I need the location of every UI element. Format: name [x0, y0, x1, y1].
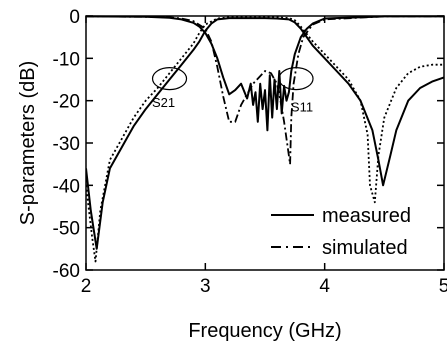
curves-layer	[86, 15, 444, 263]
y-tick-label: 0	[69, 7, 80, 28]
annotations-layer: S21 S11	[151, 67, 314, 114]
y-tick-label: -50	[53, 219, 80, 240]
x-tick-label: 2	[81, 276, 92, 297]
annotation-ellipse-s11	[278, 67, 314, 91]
y-tick-label: -20	[53, 92, 80, 113]
series-line-s21-dotted	[86, 16, 444, 263]
legend-label-measured: measured	[322, 205, 411, 227]
x-tick-label: 4	[319, 276, 330, 297]
tick-labels-layer: 2 3 4 5 0 -10 -20 -30 -40 -50 -60	[53, 7, 447, 297]
annotation-ellipse-s21	[151, 67, 188, 91]
plot-frame	[85, 15, 445, 271]
legend: measured simulated	[271, 205, 411, 259]
y-axis-title: S-parameters (dB)	[17, 61, 39, 226]
x-tick-label: 3	[200, 276, 211, 297]
y-tick-label: -60	[53, 261, 80, 282]
y-tick-label: -10	[53, 49, 80, 70]
series-line-s21-solid	[86, 17, 444, 250]
legend-label-simulated: simulated	[322, 237, 408, 259]
series-line-s11-dash-dot	[86, 15, 444, 166]
y-tick-label: -40	[53, 176, 80, 197]
y-tick-label: -30	[53, 134, 80, 155]
annotation-label-s11: S11	[291, 99, 313, 114]
annotation-label-s21: S21	[152, 95, 175, 110]
series-line-s11-solid	[86, 15, 444, 132]
ticks-layer	[85, 15, 445, 271]
x-tick-label: 5	[439, 276, 447, 297]
x-axis-title: Frequency (GHz)	[188, 320, 341, 342]
